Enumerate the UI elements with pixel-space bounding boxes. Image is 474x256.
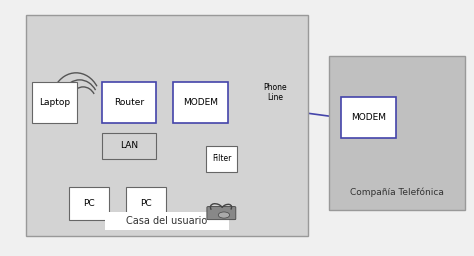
Circle shape <box>218 212 229 218</box>
FancyBboxPatch shape <box>102 82 156 123</box>
FancyBboxPatch shape <box>207 207 236 220</box>
FancyBboxPatch shape <box>105 212 228 230</box>
Text: MODEM: MODEM <box>351 113 386 122</box>
FancyBboxPatch shape <box>69 187 109 220</box>
FancyBboxPatch shape <box>206 146 237 172</box>
Text: PC: PC <box>140 199 152 208</box>
Text: Laptop: Laptop <box>39 98 70 107</box>
Text: Filter: Filter <box>212 154 231 163</box>
FancyBboxPatch shape <box>102 133 156 159</box>
Text: Casa del usuario: Casa del usuario <box>127 216 208 227</box>
FancyBboxPatch shape <box>32 82 77 123</box>
Text: PC: PC <box>83 199 95 208</box>
FancyBboxPatch shape <box>341 97 396 138</box>
Text: Phone
Line: Phone Line <box>263 83 287 102</box>
FancyBboxPatch shape <box>126 187 166 220</box>
Text: Compañía Telefónica: Compañía Telefónica <box>350 187 444 197</box>
Text: LAN: LAN <box>120 141 138 151</box>
Text: MODEM: MODEM <box>183 98 218 107</box>
Text: Router: Router <box>114 98 144 107</box>
FancyBboxPatch shape <box>173 82 228 123</box>
FancyBboxPatch shape <box>329 56 465 210</box>
FancyBboxPatch shape <box>26 15 308 236</box>
